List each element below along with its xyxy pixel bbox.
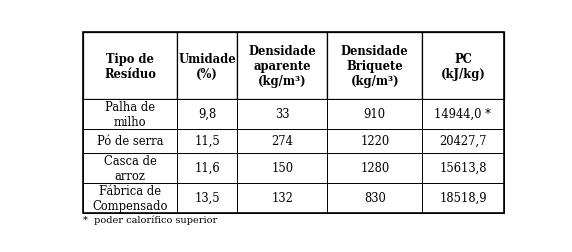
Text: 1280: 1280 <box>360 162 390 175</box>
Bar <box>237 183 327 213</box>
Bar <box>327 153 422 183</box>
Bar <box>422 100 504 129</box>
Text: 132: 132 <box>271 191 293 204</box>
Text: Tipo de
Resíduo: Tipo de Resíduo <box>104 52 156 80</box>
Bar <box>237 129 327 153</box>
Bar <box>422 33 504 100</box>
Bar <box>177 100 237 129</box>
Text: 20427,7: 20427,7 <box>439 135 487 148</box>
Text: 150: 150 <box>271 162 293 175</box>
Bar <box>82 33 177 100</box>
Text: Casca de
arroz: Casca de arroz <box>104 154 156 182</box>
Text: 15613,8: 15613,8 <box>439 162 487 175</box>
Bar <box>327 183 422 213</box>
Bar <box>177 153 237 183</box>
Text: 11,5: 11,5 <box>194 135 220 148</box>
Bar <box>237 100 327 129</box>
Bar <box>177 129 237 153</box>
Bar <box>82 183 177 213</box>
Text: *  poder calorífico superior: * poder calorífico superior <box>82 215 217 224</box>
Text: Fábrica de
Compensado: Fábrica de Compensado <box>92 184 168 212</box>
Text: 33: 33 <box>275 108 289 121</box>
Bar <box>237 33 327 100</box>
Text: 830: 830 <box>364 191 386 204</box>
Bar <box>327 33 422 100</box>
Text: 14944,0 *: 14944,0 * <box>435 108 491 121</box>
Bar <box>177 183 237 213</box>
Bar <box>82 100 177 129</box>
Text: 1220: 1220 <box>360 135 390 148</box>
Bar <box>327 129 422 153</box>
Text: Densidade
aparente
(kg/m³): Densidade aparente (kg/m³) <box>248 45 316 88</box>
Text: Umidade
(%): Umidade (%) <box>178 52 236 80</box>
Text: Palha de
milho: Palha de milho <box>105 100 155 128</box>
Bar <box>82 129 177 153</box>
Bar <box>327 100 422 129</box>
Text: 9,8: 9,8 <box>198 108 216 121</box>
Text: Densidade
Briquete
(kg/m³): Densidade Briquete (kg/m³) <box>341 45 408 88</box>
Bar <box>82 153 177 183</box>
Bar <box>422 129 504 153</box>
Text: PC
(kJ/kg): PC (kJ/kg) <box>440 52 486 80</box>
Text: 910: 910 <box>364 108 386 121</box>
Text: 18518,9: 18518,9 <box>439 191 487 204</box>
Bar <box>177 33 237 100</box>
Text: Pó de serra: Pó de serra <box>97 135 163 148</box>
Text: 274: 274 <box>271 135 293 148</box>
Bar <box>422 183 504 213</box>
Text: 11,6: 11,6 <box>194 162 220 175</box>
Text: 13,5: 13,5 <box>194 191 220 204</box>
Bar <box>237 153 327 183</box>
Bar <box>422 153 504 183</box>
